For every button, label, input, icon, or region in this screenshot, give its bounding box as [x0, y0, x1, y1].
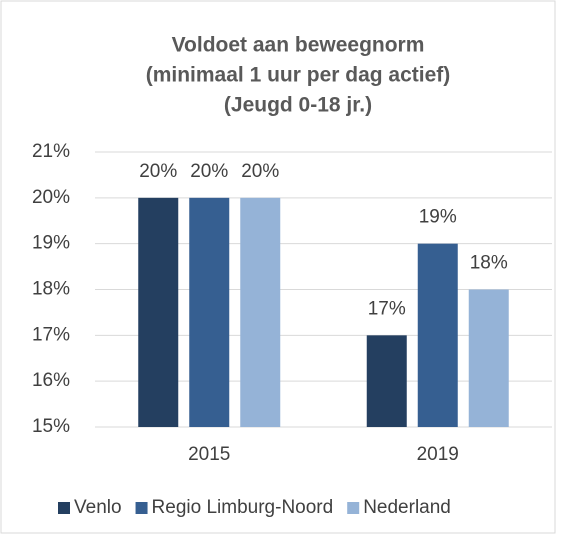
data-label: 18%	[470, 253, 508, 274]
x-tick-label: 2019	[417, 444, 459, 465]
data-label: 20%	[139, 161, 177, 182]
data-label: 20%	[190, 161, 228, 182]
bar	[138, 197, 179, 427]
y-tick-label: 18%	[32, 279, 70, 300]
y-tick-label: 16%	[32, 370, 70, 391]
y-tick-label: 21%	[32, 141, 70, 162]
chart-title: (Jeugd 0-18 jr.)	[224, 94, 372, 117]
x-tick-label: 2015	[188, 444, 230, 465]
data-label: 19%	[419, 207, 457, 228]
y-tick-label: 20%	[32, 187, 70, 208]
bar	[468, 289, 509, 427]
bar	[366, 335, 407, 427]
chart-title: (minimaal 1 uur per dag actief)	[146, 64, 451, 87]
data-label: 20%	[241, 161, 279, 182]
legend-swatch	[58, 502, 70, 514]
chart-title: Voldoet aan beweegnorm	[172, 34, 425, 57]
bar	[417, 243, 458, 427]
y-tick-label: 15%	[32, 416, 70, 437]
bar	[240, 197, 281, 427]
legend-label: Nederland	[363, 497, 451, 518]
legend-swatch	[135, 502, 148, 514]
y-tick-label: 19%	[32, 233, 70, 254]
legend-label: Regio Limburg-Noord	[152, 497, 334, 518]
legend-label: Venlo	[74, 497, 122, 518]
bar	[189, 197, 230, 427]
legend-swatch	[347, 502, 360, 514]
data-label: 17%	[368, 298, 406, 319]
y-tick-label: 17%	[32, 324, 70, 345]
